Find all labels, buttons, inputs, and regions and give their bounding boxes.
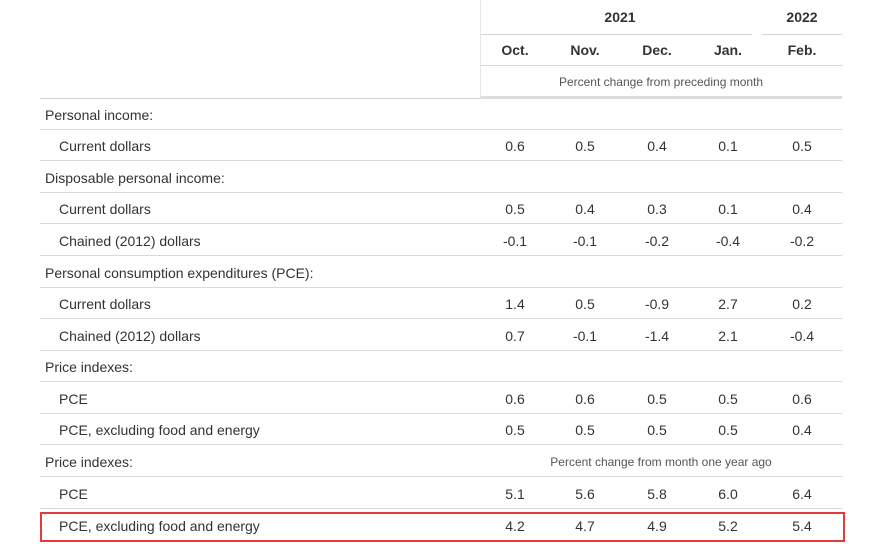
row-label: Current dollars <box>59 138 151 154</box>
table-row: Chained (2012) dollars -0.1 -0.1 -0.2 -0… <box>40 225 842 256</box>
row-label: Price indexes: <box>45 359 133 375</box>
value-nov: 0.5 <box>575 422 595 438</box>
header-divider <box>480 0 481 98</box>
table-row: PCE 5.1 5.6 5.8 6.0 6.4 <box>40 478 842 509</box>
value-nov: -0.1 <box>572 328 598 344</box>
value-dec: 0.4 <box>647 138 667 154</box>
value-dec: 0.5 <box>647 391 667 407</box>
value-jan: 0.1 <box>718 201 738 217</box>
value-jan: 0.5 <box>718 391 738 407</box>
value-nov: 0.6 <box>575 391 595 407</box>
value-jan: 2.7 <box>718 296 738 312</box>
value-jan: 5.2 <box>718 518 738 534</box>
table-row: PCE 0.6 0.6 0.5 0.5 0.6 <box>40 383 842 414</box>
section-disposable-income: Disposable personal income: <box>40 162 842 193</box>
value-dec: 0.5 <box>647 422 667 438</box>
row-label: PCE, excluding food and energy <box>59 422 260 438</box>
table-row: Current dollars 0.6 0.5 0.4 0.1 0.5 <box>40 130 842 161</box>
row-label: PCE <box>59 391 88 407</box>
month-header-rule <box>480 65 842 66</box>
yearly-unit-note: Percent change from month one year ago <box>550 455 772 469</box>
value-feb: 0.4 <box>792 422 812 438</box>
highlight-box <box>40 512 845 542</box>
value-feb: 6.4 <box>792 486 812 502</box>
value-jan: 0.5 <box>718 422 738 438</box>
value-oct: 0.6 <box>505 391 525 407</box>
row-label: Chained (2012) dollars <box>59 233 201 249</box>
row-label: Personal income: <box>45 107 154 123</box>
month-header-jan: Jan. <box>713 42 742 58</box>
year-2021-header: 2021 <box>604 9 636 25</box>
value-nov: 0.5 <box>575 296 595 312</box>
month-header-feb: Feb. <box>787 42 817 58</box>
value-feb: 0.6 <box>792 391 812 407</box>
value-jan: 0.1 <box>718 138 738 154</box>
header-bottom-rule <box>480 96 842 99</box>
year-2022-rule <box>762 34 842 35</box>
year-2022-header: 2022 <box>786 9 818 25</box>
value-feb: 0.2 <box>792 296 812 312</box>
table-top-rule <box>40 98 480 99</box>
value-nov: 4.7 <box>575 518 595 534</box>
value-dec: -1.4 <box>644 328 670 344</box>
value-feb: 5.4 <box>792 518 812 534</box>
unit-note: Percent change from preceding month <box>558 75 764 89</box>
row-label: Chained (2012) dollars <box>59 328 201 344</box>
value-nov: 0.5 <box>575 138 595 154</box>
value-dec: 4.9 <box>647 518 667 534</box>
value-feb: -0.4 <box>789 328 815 344</box>
value-feb: 0.5 <box>792 138 812 154</box>
month-header-nov: Nov. <box>570 42 600 58</box>
value-dec: -0.9 <box>644 296 670 312</box>
table-row: PCE, excluding food and energy 0.5 0.5 0… <box>40 414 842 445</box>
section-price-indexes-yearly: Price indexes: Percent change from month… <box>40 446 842 477</box>
section-personal-income: Personal income: <box>40 99 842 130</box>
table-row: Chained (2012) dollars 0.7 -0.1 -1.4 2.1… <box>40 320 842 351</box>
value-oct: 0.5 <box>505 422 525 438</box>
row-label: PCE <box>59 486 88 502</box>
table-row: Current dollars 0.5 0.4 0.3 0.1 0.4 <box>40 193 842 224</box>
value-dec: 5.8 <box>647 486 667 502</box>
value-oct: 0.5 <box>505 201 525 217</box>
year-header-rule <box>480 34 752 35</box>
value-oct: 0.7 <box>505 328 525 344</box>
value-nov: -0.1 <box>572 233 598 249</box>
row-label: Price indexes: <box>45 454 133 470</box>
value-nov: 0.4 <box>575 201 595 217</box>
value-jan: 6.0 <box>718 486 738 502</box>
value-jan: 2.1 <box>718 328 738 344</box>
row-label: PCE, excluding food and energy <box>59 518 260 534</box>
table-row: Current dollars 1.4 0.5 -0.9 2.7 0.2 <box>40 288 842 319</box>
value-oct: 1.4 <box>505 296 525 312</box>
table-row-highlighted: PCE, excluding food and energy 4.2 4.7 4… <box>40 510 842 541</box>
row-label: Disposable personal income: <box>45 170 225 186</box>
value-jan: -0.4 <box>715 233 741 249</box>
value-feb: -0.2 <box>789 233 815 249</box>
row-label: Personal consumption expenditures (PCE): <box>45 265 314 281</box>
value-oct: 4.2 <box>505 518 525 534</box>
value-dec: -0.2 <box>644 233 670 249</box>
value-feb: 0.4 <box>792 201 812 217</box>
month-header-oct: Oct. <box>501 42 529 58</box>
value-oct: -0.1 <box>502 233 528 249</box>
value-nov: 5.6 <box>575 486 595 502</box>
row-label: Current dollars <box>59 296 151 312</box>
row-label: Current dollars <box>59 201 151 217</box>
value-oct: 0.6 <box>505 138 525 154</box>
section-price-indexes-monthly: Price indexes: <box>40 351 842 382</box>
value-oct: 5.1 <box>505 486 525 502</box>
section-pce: Personal consumption expenditures (PCE): <box>40 257 842 288</box>
value-dec: 0.3 <box>647 201 667 217</box>
month-header-dec: Dec. <box>642 42 672 58</box>
